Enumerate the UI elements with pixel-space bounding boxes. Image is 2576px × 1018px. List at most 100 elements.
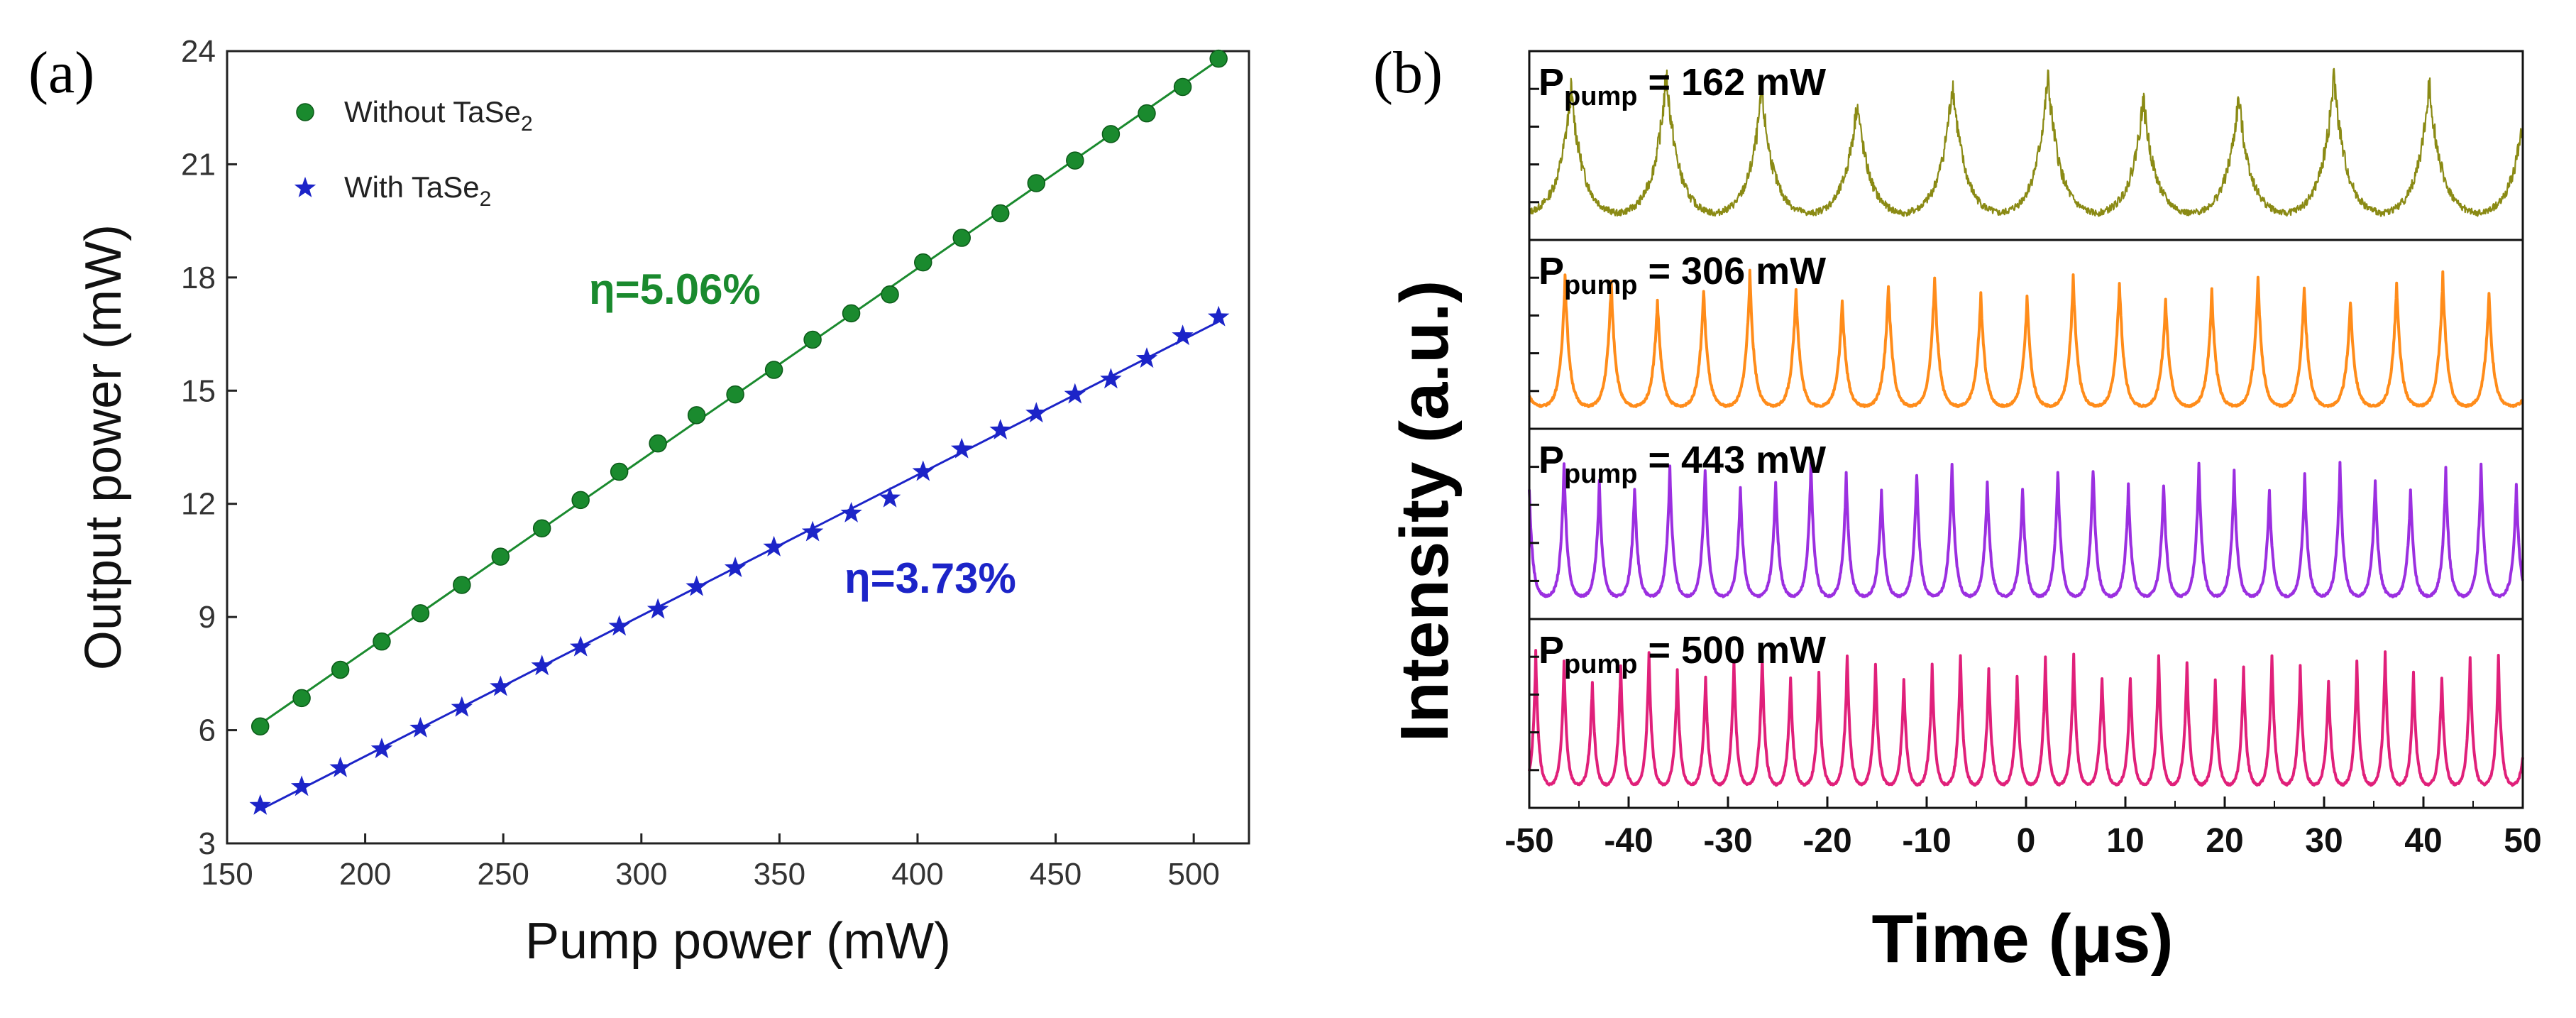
panel-a-x-ticks: 150 200 250 300 350 400 450 500 xyxy=(201,833,1220,892)
y-tick-label: 21 xyxy=(181,147,216,182)
data-point-1 xyxy=(724,557,747,577)
x-tick-label: 350 xyxy=(754,857,805,892)
panel-b-y-axis-title: Intensity (a.u.) xyxy=(1387,280,1463,743)
pulse-trace-3 xyxy=(1528,649,2524,787)
data-point-0 xyxy=(1173,77,1192,97)
data-point-1 xyxy=(686,575,708,596)
x-tick-label: 40 xyxy=(2404,822,2442,860)
data-point-1 xyxy=(951,437,973,459)
panel-b-frames xyxy=(1528,50,2524,809)
y-tick-label: 15 xyxy=(181,373,216,408)
x-tick-label: 150 xyxy=(201,857,253,892)
x-tick-label: -50 xyxy=(1504,822,1553,860)
data-point-0 xyxy=(251,717,270,736)
data-point-0 xyxy=(1027,174,1046,192)
panel-a-series xyxy=(249,49,1230,815)
y-tick-label: 18 xyxy=(181,261,216,295)
x-tick-label: 400 xyxy=(891,857,943,892)
x-tick-label: 20 xyxy=(2206,822,2243,860)
legend-label-without: Without TaSe2 xyxy=(344,95,533,136)
x-tick-label: -40 xyxy=(1604,822,1653,860)
pulse-trace-2 xyxy=(1528,461,2524,598)
panel-b-traces xyxy=(1528,67,2524,787)
efficiency-label-without: η=5.06% xyxy=(589,266,761,313)
data-point-0 xyxy=(881,285,899,304)
pulse-trace-1 xyxy=(1528,268,2524,408)
data-point-1 xyxy=(290,775,313,797)
data-point-1 xyxy=(409,716,431,738)
y-tick-label: 3 xyxy=(199,826,216,861)
data-point-0 xyxy=(491,547,510,566)
y-tick-label: 9 xyxy=(199,600,216,635)
y-tick-label: 24 xyxy=(181,34,216,69)
data-point-1 xyxy=(879,486,901,508)
data-point-1 xyxy=(569,635,592,657)
data-point-1 xyxy=(1135,347,1158,368)
data-point-1 xyxy=(249,794,271,815)
x-tick-label: -30 xyxy=(1703,822,1752,860)
pump-power-label-1: Ppump = 306 mW xyxy=(1539,250,1826,300)
panel-a-plot-frame xyxy=(226,50,1250,845)
data-point-1 xyxy=(1172,324,1194,346)
legend-star-marker xyxy=(294,177,317,197)
data-point-1 xyxy=(763,535,785,557)
data-point-0 xyxy=(1101,125,1121,143)
data-point-1 xyxy=(1064,383,1086,404)
panel-b-x-axis-title: Time (μs) xyxy=(1871,901,2173,977)
data-point-0 xyxy=(331,660,350,679)
panel-b-trace-labels: Ppump = 162 mW Ppump = 306 mW Ppump = 443 … xyxy=(1539,61,1826,679)
x-tick-label: 0 xyxy=(2017,822,2036,860)
data-point-0 xyxy=(373,632,391,651)
data-point-0 xyxy=(952,229,971,247)
data-point-0 xyxy=(453,576,471,594)
panel-a-label: (a) xyxy=(28,40,94,106)
panel-a-y-axis-title: Output power (mW) xyxy=(75,224,132,670)
pump-power-label-2: Ppump = 443 mW xyxy=(1539,439,1826,489)
data-point-1 xyxy=(1100,368,1122,389)
data-point-1 xyxy=(608,615,630,636)
data-point-0 xyxy=(292,689,311,708)
panel-a-legend: Without TaSe2 With TaSe2 xyxy=(294,95,533,211)
data-point-0 xyxy=(687,406,706,425)
pump-power-label-3: Ppump = 500 mW xyxy=(1539,629,1826,679)
x-tick-label: 500 xyxy=(1167,857,1219,892)
x-tick-label: -10 xyxy=(1902,822,1951,860)
x-tick-label: 50 xyxy=(2504,822,2541,860)
data-point-1 xyxy=(801,520,824,542)
data-point-1 xyxy=(840,502,862,522)
data-point-0 xyxy=(842,304,861,323)
legend-marker-with xyxy=(294,177,317,197)
data-point-0 xyxy=(411,604,430,623)
pulse-trace-0 xyxy=(1529,67,2524,217)
x-tick-label: 30 xyxy=(2305,822,2343,860)
x-tick-label: 450 xyxy=(1030,857,1081,892)
data-point-1 xyxy=(646,598,669,619)
data-point-0 xyxy=(914,253,932,272)
panel-a-x-axis-title: Pump power (mW) xyxy=(525,913,951,970)
data-point-0 xyxy=(991,204,1010,223)
panel-b: (b) -50 -40 -30 -20 -10 0 10 20 30 40 50 Ppump = 1… xyxy=(1373,40,2542,977)
data-point-0 xyxy=(803,330,822,349)
data-point-0 xyxy=(1066,151,1084,170)
data-point-0 xyxy=(532,519,551,538)
data-point-0 xyxy=(1209,49,1228,68)
legend-marker-without xyxy=(296,103,314,121)
data-point-1 xyxy=(989,419,1011,439)
data-point-0 xyxy=(571,491,590,510)
panel-b-label: (b) xyxy=(1373,40,1443,106)
y-tick-label: 6 xyxy=(199,713,216,748)
data-point-1 xyxy=(490,675,512,696)
y-tick-label: 12 xyxy=(181,487,216,522)
data-point-0 xyxy=(649,434,667,453)
x-tick-label: 10 xyxy=(2106,822,2144,860)
data-point-1 xyxy=(451,696,473,717)
x-tick-label: -20 xyxy=(1802,822,1851,860)
panel-a: (a) 150 200 250 300 350 400 450 500 3 6 9 12 15 18 21… xyxy=(28,34,1250,970)
legend-circle-marker xyxy=(296,103,314,121)
panel-a-y-ticks: 3 6 9 12 15 18 21 24 xyxy=(181,34,237,861)
data-point-0 xyxy=(1138,104,1156,123)
data-point-1 xyxy=(1208,305,1230,327)
data-point-1 xyxy=(329,756,351,777)
x-tick-label: 250 xyxy=(477,857,529,892)
